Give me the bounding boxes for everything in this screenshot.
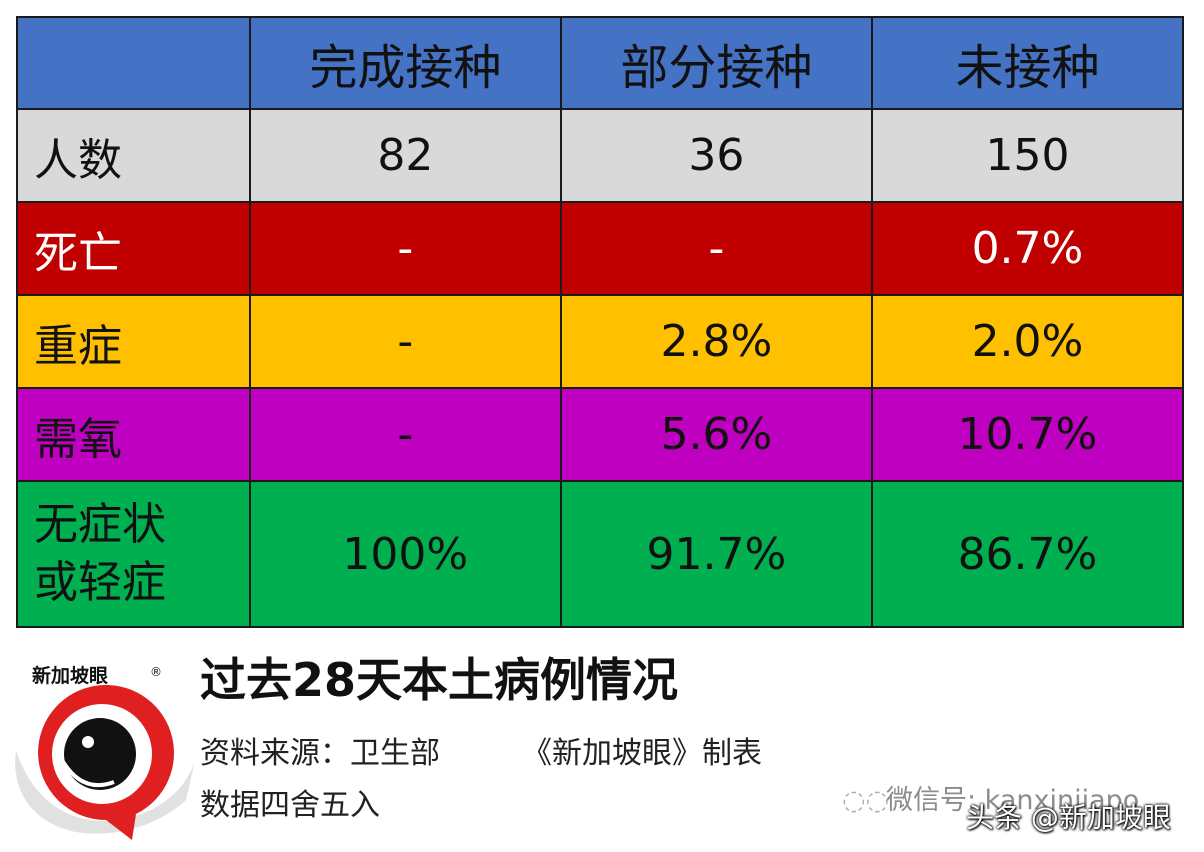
table-cell: 0.7% (870, 201, 1185, 296)
header-partially-vaccinated: 部分接种 (559, 16, 873, 110)
table-cell: 2.0% (870, 294, 1185, 389)
header-cell-empty (16, 16, 251, 110)
header-row: 完成接种 部分接种 未接种 (16, 16, 1185, 110)
row-mild: 无症状 或轻症 100% 91.7% 86.7% (16, 480, 1185, 628)
table-cell: - (248, 387, 562, 482)
table-cell: 5.6% (559, 387, 873, 482)
eye-logo-icon: 新加坡眼 ® (15, 664, 196, 840)
table-cell: 150 (870, 108, 1185, 203)
footer-note: 数据四舍五入 (200, 788, 380, 823)
logo-mark: ® (150, 665, 162, 679)
wechat-text: 微信号: kanxinjiapo (886, 785, 1140, 816)
row-label: 重症 (16, 294, 251, 389)
row-label: 人数 (16, 108, 251, 203)
row-oxygen: 需氧 - 5.6% 10.7% (16, 387, 1185, 482)
row-label-line-1: 无症状 (34, 499, 166, 550)
row-death: 死亡 - - 0.7% (16, 201, 1185, 296)
table-cell: 100% (248, 480, 562, 628)
header-unvaccinated: 未接种 (870, 16, 1185, 110)
row-count: 人数 82 36 150 (16, 108, 1185, 203)
footer-credit: 《新加坡眼》制表 (522, 736, 762, 771)
stats-table: 完成接种 部分接种 未接种 人数 82 36 150 死亡 - - 0.7% 重… (16, 16, 1185, 628)
wechat-watermark: ◌◌微信号: kanxinjiapo (842, 778, 1139, 817)
footer-source: 资料来源：卫生部 (200, 736, 440, 771)
table-cell: 91.7% (559, 480, 873, 628)
row-label: 死亡 (16, 201, 251, 296)
table-cell: 2.8% (559, 294, 873, 389)
row-label-line-2: 或轻症 (34, 557, 166, 608)
footer-title: 过去28天本土病例情况 (200, 653, 679, 707)
logo-text: 新加坡眼 (32, 664, 108, 687)
table-cell: - (559, 201, 873, 296)
table-cell: 86.7% (870, 480, 1185, 628)
toutiao-watermark: 头条 @新加坡眼 (966, 801, 1171, 834)
header-fully-vaccinated: 完成接种 (248, 16, 562, 110)
row-severe: 重症 - 2.8% 2.0% (16, 294, 1185, 389)
table-cell: - (248, 201, 562, 296)
row-label: 需氧 (16, 387, 251, 482)
table-cell: 36 (559, 108, 873, 203)
table-cell: - (248, 294, 562, 389)
footer-source-line: 资料来源：卫生部 《新加坡眼》制表 (200, 728, 762, 772)
table-cell: 10.7% (870, 387, 1185, 482)
table-cell: 82 (248, 108, 562, 203)
row-label: 无症状 或轻症 (16, 480, 251, 628)
wechat-icon: ◌◌ (842, 785, 890, 816)
